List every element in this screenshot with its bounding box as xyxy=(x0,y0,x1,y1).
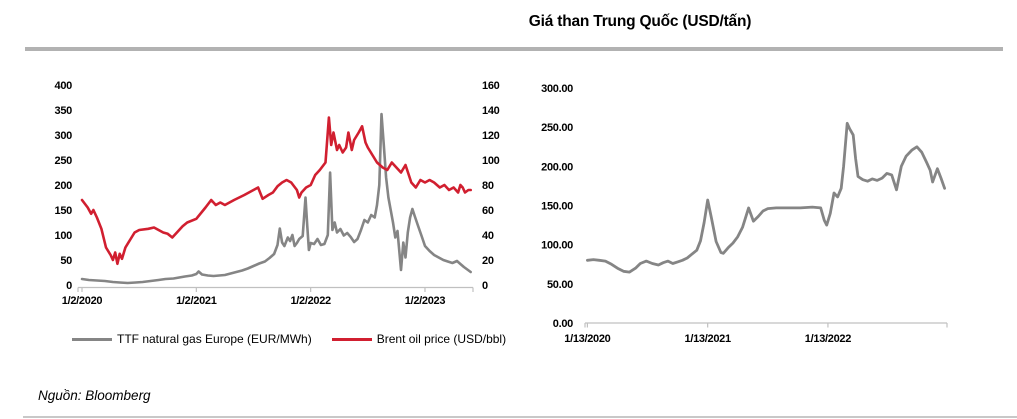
y-left-tick-label: 100 xyxy=(55,230,73,242)
y-right-tick-label: 140 xyxy=(482,105,500,117)
y-right-tick-label: 80 xyxy=(482,180,494,192)
Brent oil price (USD/bbl) xyxy=(80,116,473,266)
left-chart: 1/2/2020 1/2/2021 1/2/2022 1/2/2023 0 50 100 15… xyxy=(28,68,507,346)
y-left-tick-label: 150.00 xyxy=(541,201,573,213)
x-tick-label: 1/2/2020 xyxy=(62,295,103,307)
right-chart: 1/13/2020 1/13/2021 1/13/2022 0.00 50.00 100.… xyxy=(520,68,990,358)
y-left-tick-label: 50 xyxy=(60,255,72,267)
y-left-tick-label: 0 xyxy=(66,280,72,292)
y-left-tick-label: 0.00 xyxy=(553,318,573,330)
source-note: Nguồn: Bloomberg xyxy=(38,388,151,403)
x-tick-label: 1/13/2022 xyxy=(805,333,851,345)
y-left-tick-label: 250 xyxy=(55,155,73,167)
left-chart-legend: TTF natural gas Europe (EUR/MWh) Brent o… xyxy=(72,332,506,346)
legend-item-ttf: TTF natural gas Europe (EUR/MWh) xyxy=(72,332,312,346)
y-left-tick-label: 200 xyxy=(55,180,73,192)
right-chart-canvas: 1/13/2020 1/13/2021 1/13/2022 0.00 50.00 100.… xyxy=(541,83,948,345)
y-right-tick-label: 60 xyxy=(482,205,494,217)
x-tick-label: 1/13/2021 xyxy=(685,333,731,345)
TTF natural gas Europe (EUR/MWh) xyxy=(80,112,473,285)
x-tick-label: 1/13/2020 xyxy=(564,333,610,345)
brent-line-swatch xyxy=(331,337,372,341)
legend-item-brent: Brent oil price (USD/bbl) xyxy=(331,332,507,346)
y-left-tick-label: 400 xyxy=(55,80,73,92)
y-right-tick-label: 120 xyxy=(482,130,500,142)
y-right-tick-label: 20 xyxy=(482,255,494,267)
China coal price (USD/tấn) xyxy=(586,121,947,274)
left-chart-canvas: 1/2/2020 1/2/2021 1/2/2022 1/2/2023 0 50 100 15… xyxy=(55,80,500,307)
ttf-line-swatch xyxy=(72,337,112,341)
y-left-tick-label: 200.00 xyxy=(541,161,573,173)
y-right-tick-label: 40 xyxy=(482,230,494,242)
y-left-tick-label: 100.00 xyxy=(541,240,573,252)
x-tick-label: 1/2/2021 xyxy=(176,295,217,307)
y-left-tick-label: 250.00 xyxy=(541,122,573,134)
y-left-tick-label: 50.00 xyxy=(547,279,573,291)
x-tick-label: 1/2/2023 xyxy=(405,295,446,307)
y-left-tick-label: 300.00 xyxy=(541,83,573,95)
y-right-tick-label: 0 xyxy=(482,280,488,292)
page-title: Giá than Trung Quốc (USD/tấn) xyxy=(528,13,752,30)
bottom-divider xyxy=(23,416,1017,418)
y-right-tick-label: 160 xyxy=(482,80,500,92)
brent-legend-label: Brent oil price (USD/bbl) xyxy=(376,332,507,346)
x-tick-label: 1/2/2022 xyxy=(290,295,331,307)
ttf-legend-label: TTF natural gas Europe (EUR/MWh) xyxy=(117,332,312,346)
y-right-tick-label: 100 xyxy=(482,155,500,167)
top-divider xyxy=(25,47,1003,51)
y-left-tick-label: 300 xyxy=(55,130,73,142)
y-left-tick-label: 350 xyxy=(55,105,73,117)
y-left-tick-label: 150 xyxy=(55,205,73,217)
